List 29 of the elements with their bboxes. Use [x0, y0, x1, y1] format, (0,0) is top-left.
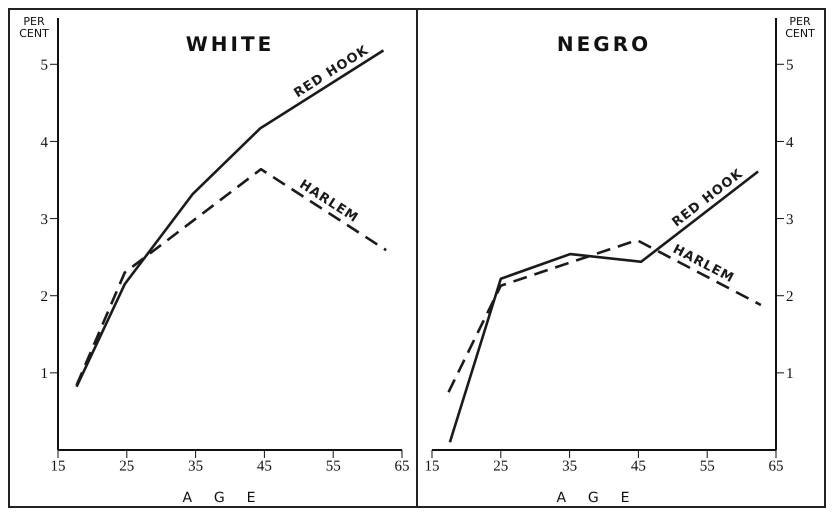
y-tick-label: 1	[786, 366, 794, 382]
x-tick-label: 65	[394, 458, 410, 475]
x-tick-label: 55	[326, 458, 341, 475]
x-tick-label: 25	[119, 458, 134, 475]
text: WHITE	[186, 32, 274, 56]
y-axis-title: PER CENT	[784, 15, 816, 40]
y-tick-label: 1	[40, 366, 48, 382]
y-tick-label: 2	[40, 289, 48, 306]
x-tick-label: 45	[630, 458, 646, 475]
x-axis-title: AGE	[182, 490, 278, 506]
y-tick-label: 5	[40, 58, 48, 74]
y-tick-label: 3	[786, 212, 794, 228]
x-tick-label: 15	[424, 458, 440, 475]
x-tick-label: 25	[493, 458, 508, 475]
x-tick-label: 15	[50, 458, 66, 475]
y-tick-label: 4	[40, 134, 48, 151]
y-tick-label: 5	[786, 58, 794, 74]
x-tick-label: 35	[562, 458, 578, 475]
x-tick-label: 65	[768, 458, 784, 475]
y-tick-label: 4	[786, 134, 794, 151]
x-tick-label: 45	[256, 458, 272, 475]
y-axis-title: PER CENT	[18, 15, 50, 40]
x-tick-label: 35	[188, 458, 204, 475]
line-series	[448, 170, 760, 444]
y-tick-label: 2	[786, 289, 794, 306]
y-tick-label: 3	[40, 212, 48, 228]
x-axis-title: AGE	[556, 490, 652, 506]
text: NEGRO	[556, 32, 652, 56]
x-tick-label: 55	[700, 458, 715, 475]
